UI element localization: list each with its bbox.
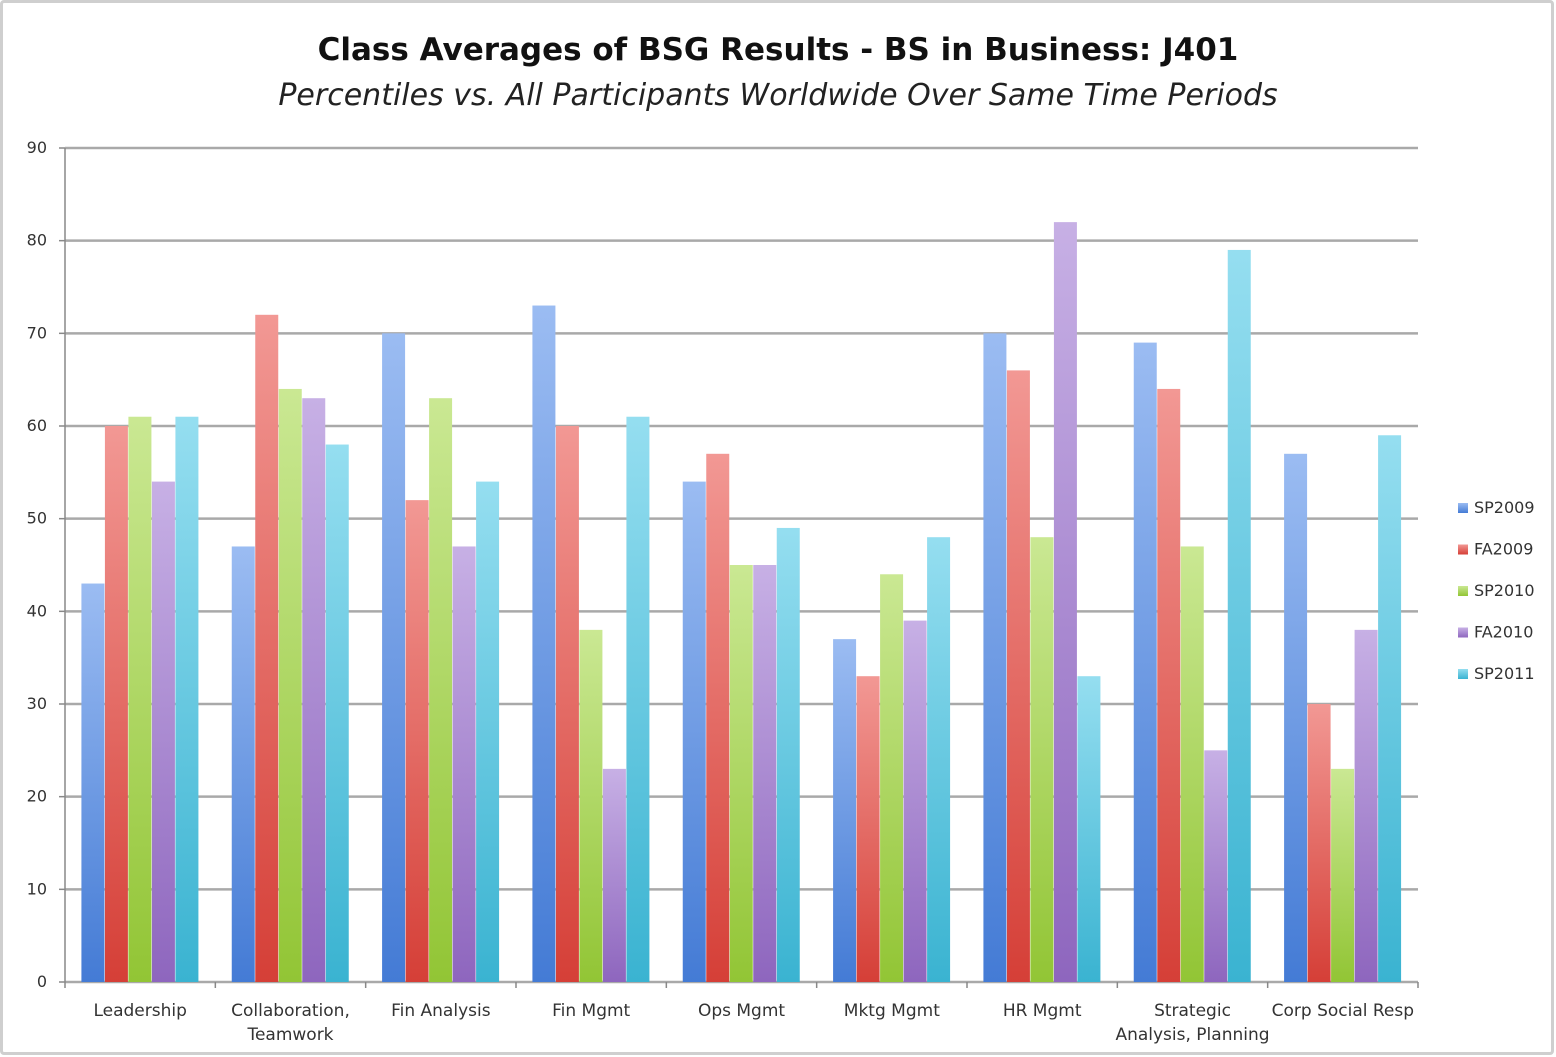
- x-category-label: Leadership: [93, 1001, 186, 1021]
- bar-fa2009-0: [104, 426, 128, 982]
- bar-fa2009-5: [856, 676, 880, 982]
- legend-swatch-sp2011: [1458, 669, 1468, 679]
- bar-fa2010-6: [1053, 222, 1077, 983]
- bar-sp2011-0: [175, 416, 199, 982]
- bar-sp2009-5: [833, 639, 857, 982]
- x-category-label: Collaboration, Teamwork: [231, 1001, 350, 1045]
- legend-swatch-fa2009: [1458, 544, 1468, 555]
- bar-sp2011-8: [1378, 435, 1402, 982]
- bar-sp2010-7: [1180, 546, 1204, 982]
- y-tick-label: 60: [27, 416, 47, 435]
- bar-fa2010-4: [753, 565, 777, 982]
- legend-swatch-sp2009: [1458, 503, 1468, 513]
- bar-sp2011-7: [1227, 249, 1251, 982]
- bar-fa2010-1: [302, 398, 326, 982]
- bar-sp2010-1: [278, 388, 302, 982]
- legend-label-sp2010: SP2010: [1474, 581, 1535, 600]
- bar-fa2009-7: [1157, 388, 1181, 982]
- y-tick-label: 50: [27, 509, 47, 528]
- legend-swatch-fa2010: [1458, 627, 1468, 638]
- bar-fa2010-7: [1204, 750, 1228, 982]
- bar-sp2009-4: [682, 481, 706, 982]
- bar-sp2011-6: [1077, 676, 1101, 982]
- x-category-label: HR Mgmt: [1003, 1001, 1082, 1021]
- legend-swatch-sp2010: [1458, 586, 1468, 596]
- bar-sp2010-6: [1030, 537, 1054, 982]
- bar-sp2011-2: [476, 481, 500, 982]
- y-tick-label: 10: [27, 879, 47, 898]
- x-category-label: Fin Analysis: [391, 1001, 491, 1021]
- bar-sp2010-0: [128, 416, 152, 982]
- bar-sp2011-3: [626, 416, 650, 982]
- bar-sp2009-2: [382, 333, 406, 982]
- y-tick-label: 90: [27, 138, 47, 157]
- bar-sp2011-4: [776, 527, 800, 982]
- bar-fa2010-2: [452, 546, 476, 982]
- legend-label-fa2010: FA2010: [1474, 623, 1533, 642]
- bar-fa2010-5: [903, 620, 927, 982]
- bar-fa2010-0: [151, 481, 175, 982]
- bar-sp2011-1: [325, 444, 349, 982]
- legend-label-fa2009: FA2009: [1474, 540, 1533, 559]
- bar-sp2009-3: [532, 305, 556, 982]
- x-category-label: Ops Mgmt: [698, 1001, 785, 1021]
- bar-fa2010-3: [602, 768, 626, 982]
- y-tick-label: 40: [27, 601, 47, 620]
- bar-sp2010-4: [729, 565, 753, 982]
- bar-sp2010-2: [429, 398, 453, 982]
- bar-fa2009-6: [1006, 370, 1030, 982]
- bar-sp2009-6: [983, 333, 1007, 982]
- bar-fa2009-4: [706, 453, 730, 982]
- y-tick-label: 80: [27, 231, 47, 250]
- y-tick-label: 0: [37, 972, 47, 991]
- chart-title: Class Averages of BSG Results - BS in Bu…: [317, 32, 1239, 68]
- bar-fa2009-2: [405, 500, 429, 982]
- bar-sp2010-3: [579, 629, 603, 982]
- bar-fa2009-3: [555, 426, 579, 982]
- bar-sp2011-5: [927, 537, 951, 982]
- y-tick-label: 30: [27, 694, 47, 713]
- bar-sp2010-8: [1331, 768, 1355, 982]
- legend-label-sp2011: SP2011: [1474, 664, 1535, 683]
- x-category-label: Mktg Mgmt: [844, 1001, 940, 1021]
- x-category-label: Corp Social Resp: [1272, 1001, 1414, 1021]
- x-category-label: Strategic Analysis, Planning: [1115, 1001, 1269, 1045]
- x-category-label: Fin Mgmt: [552, 1001, 630, 1021]
- bar-sp2009-1: [231, 546, 255, 982]
- bar-sp2009-0: [81, 583, 105, 982]
- bar-sp2009-7: [1133, 342, 1157, 983]
- y-tick-label: 20: [27, 787, 47, 806]
- bar-fa2009-8: [1307, 704, 1331, 982]
- bar-sp2010-5: [880, 574, 904, 982]
- legend-label-sp2009: SP2009: [1474, 498, 1535, 517]
- y-tick-label: 70: [27, 323, 47, 342]
- bar-sp2009-8: [1284, 453, 1308, 982]
- chart-subtitle: Percentiles vs. All Participants Worldwi…: [278, 78, 1278, 113]
- bar-fa2010-8: [1354, 629, 1378, 982]
- bar-fa2009-1: [255, 314, 279, 982]
